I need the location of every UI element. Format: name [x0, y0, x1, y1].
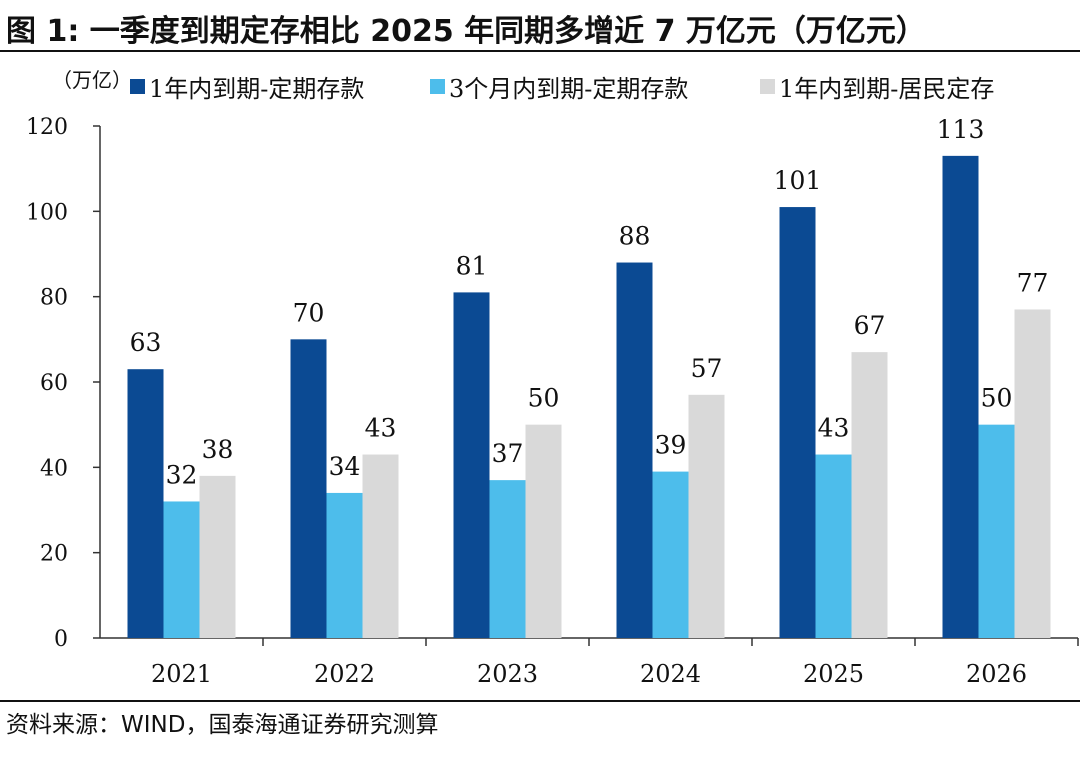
data-label: 77: [1017, 268, 1049, 297]
legend-label-2: 3个月内到期-定期存款: [449, 75, 688, 103]
y-tick-label: 100: [26, 200, 68, 225]
data-label: 39: [655, 431, 687, 460]
source-divider: [0, 700, 1080, 702]
y-tick-label: 0: [54, 627, 68, 652]
x-tick-label: 2023: [477, 660, 538, 688]
data-label: 50: [981, 384, 1013, 413]
x-tick-label: 2026: [966, 660, 1027, 688]
title-divider: [0, 50, 1080, 52]
data-label: 32: [166, 460, 198, 489]
data-label: 70: [293, 298, 325, 327]
legend-label-3: 1年内到期-居民定存: [779, 75, 994, 103]
bar-2025-series-1: [779, 207, 816, 639]
bar-2021-series-1: [127, 369, 164, 638]
bar-2026-series-2: [978, 424, 1015, 638]
bar-2025-series-2: [815, 454, 852, 638]
bar-2023-series-2: [489, 480, 526, 638]
x-tick-label: 2024: [640, 660, 701, 688]
legend-label-1: 1年内到期-定期存款: [149, 75, 364, 103]
figure-title: 图 1: 一季度到期定存相比 2025 年同期多增近 7 万亿元（万亿元）: [6, 14, 926, 49]
bar-2023-series-1: [453, 292, 490, 638]
bar-2024-series-3: [688, 394, 725, 638]
bar-2024-series-1: [616, 262, 653, 638]
legend-swatch-3: [760, 79, 775, 94]
y-tick-label: 40: [40, 456, 68, 481]
bar-2025-series-3: [851, 352, 888, 638]
data-label: 43: [365, 414, 397, 443]
data-label: 101: [774, 166, 822, 195]
data-label: 81: [456, 251, 488, 280]
data-label: 38: [202, 435, 234, 464]
x-tick-label: 2025: [803, 660, 864, 688]
bar-2022-series-2: [326, 492, 363, 638]
data-label: 57: [691, 354, 723, 383]
y-tick-label: 20: [40, 542, 68, 567]
bar-2023-series-3: [525, 424, 562, 638]
data-label: 67: [854, 311, 886, 340]
legend-swatch-2: [430, 79, 445, 94]
y-tick-label: 120: [26, 115, 68, 140]
data-label: 63: [130, 328, 162, 357]
y-tick-label: 60: [40, 371, 68, 396]
bar-2021-series-3: [199, 475, 236, 638]
data-label: 50: [528, 384, 560, 413]
data-label: 113: [937, 115, 985, 144]
source-note: 资料来源：WIND，国泰海通证券研究测算: [6, 712, 439, 738]
data-label: 34: [329, 452, 361, 481]
bar-2021-series-2: [163, 501, 200, 638]
x-tick-label: 2022: [314, 660, 375, 688]
bar-2022-series-1: [290, 339, 327, 638]
data-label: 37: [492, 439, 524, 468]
x-tick-label: 2021: [151, 660, 212, 688]
bar-2026-series-3: [1014, 309, 1051, 638]
bar-chart: 020406080100120（万亿）202163323820227034432…: [26, 68, 1079, 688]
bar-2026-series-1: [942, 155, 979, 638]
legend-swatch-1: [130, 79, 145, 94]
y-tick-label: 80: [40, 286, 68, 311]
y-unit-label: （万亿）: [52, 68, 132, 92]
data-label: 43: [818, 414, 850, 443]
data-label: 88: [619, 222, 651, 251]
bar-2022-series-3: [362, 454, 399, 638]
bar-2024-series-2: [652, 471, 689, 638]
